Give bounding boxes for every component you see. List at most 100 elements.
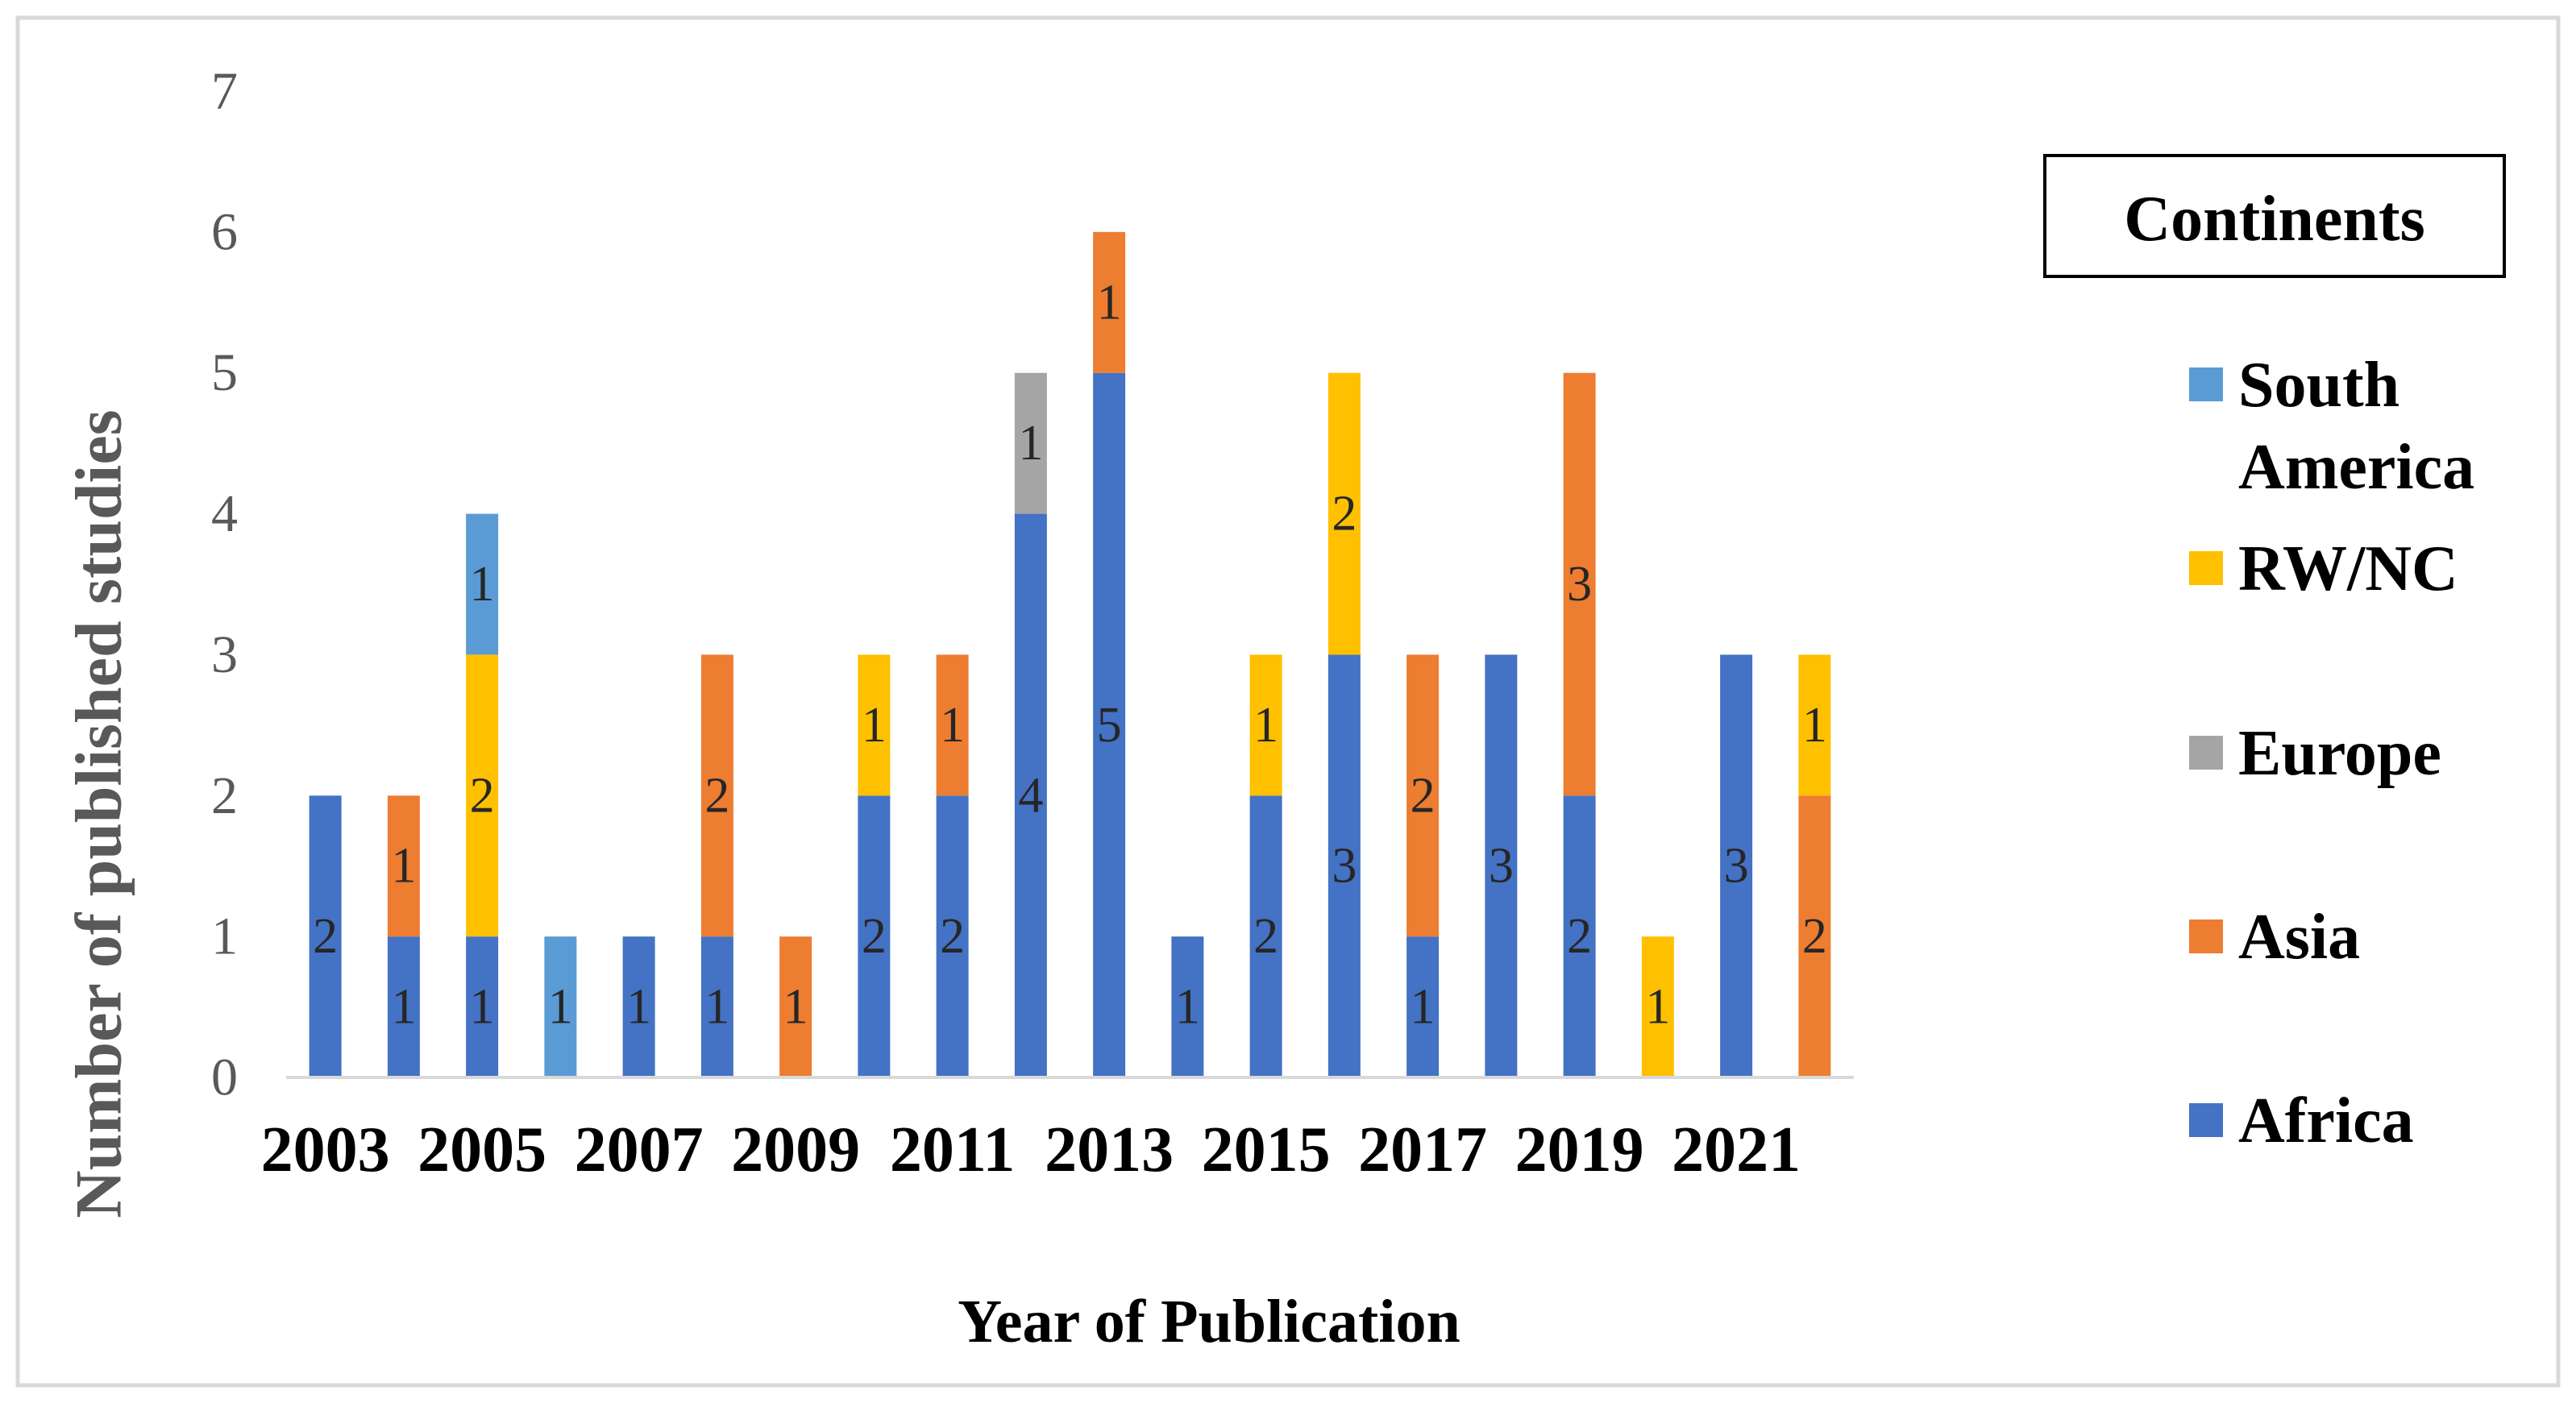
x-tick-label-2017: 2017 (1358, 1115, 1487, 1185)
x-tick-label-2003: 2003 (261, 1115, 390, 1185)
bar-2005-rw-nc (466, 654, 499, 937)
y-tick-label-2: 2 (211, 766, 238, 825)
bar-2013-africa (1093, 372, 1126, 1077)
data-label-2015-africa: 2 (1253, 909, 1278, 964)
x-tick-label-2005: 2005 (418, 1115, 546, 1185)
bar-2019-africa (1563, 795, 1596, 1077)
bar-2019-asia (1563, 372, 1596, 796)
x-tick-label-2021: 2021 (1672, 1115, 1801, 1185)
bar-2016-rw-nc (1327, 372, 1361, 655)
legend-swatch-europe (2189, 736, 2223, 770)
bar-2017-asia (1406, 654, 1440, 937)
data-label-2019-asia: 3 (1567, 557, 1592, 612)
legend-title: Continents (2124, 184, 2424, 255)
data-label-2017-africa: 1 (1411, 980, 1435, 1035)
bar-2009-asia (779, 936, 812, 1077)
legend-label-europe: Europe (2238, 718, 2441, 789)
data-label-2004-asia: 1 (391, 839, 416, 894)
y-tick-label-0: 0 (211, 1048, 238, 1107)
bar-2016-africa (1327, 654, 1361, 1077)
bar-2020-rw-nc (1641, 936, 1674, 1077)
data-label-2011-africa: 2 (940, 909, 965, 964)
x-tick-label-2015: 2015 (1202, 1115, 1331, 1185)
legend-label-africa: Africa (2238, 1085, 2414, 1156)
data-label-2010-rw-nc: 1 (862, 698, 887, 753)
bar-2013-asia (1093, 231, 1126, 373)
data-label-2005-south-america: 1 (470, 557, 495, 612)
data-label-2022-asia: 2 (1802, 909, 1827, 964)
data-label-2011-asia: 1 (940, 698, 965, 753)
bar-2008-asia (700, 654, 733, 937)
bar-2022-rw-nc (1798, 654, 1831, 796)
legend: Continents South America RW/NC Europe Asia Afr… (2043, 154, 2506, 1156)
data-label-2013-asia: 1 (1097, 275, 1122, 330)
data-label-2009-asia: 1 (783, 980, 808, 1035)
x-tick-label-2009: 2009 (731, 1115, 860, 1185)
data-label-2003-africa: 2 (313, 909, 338, 964)
data-label-2004-africa: 1 (391, 980, 416, 1035)
bar-2011-asia (936, 654, 969, 796)
bar-2010-rw-nc (858, 654, 891, 796)
data-label-2022-rw-nc: 1 (1802, 698, 1827, 753)
data-label-2021-africa: 3 (1724, 839, 1749, 894)
plot-area (309, 231, 1831, 1077)
x-tick-label-2019: 2019 (1515, 1115, 1644, 1185)
y-tick-label-6: 6 (211, 202, 238, 261)
y-tick-label-4: 4 (211, 484, 238, 543)
legend-label-asia: Asia (2238, 902, 2360, 973)
bar-2005-africa (466, 936, 499, 1077)
legend-title-box (2043, 154, 2506, 278)
data-label-2016-africa: 3 (1332, 839, 1357, 894)
bar-2022-asia (1798, 795, 1831, 1077)
legend-label-rw-nc: RW/NC (2238, 533, 2458, 604)
data-label-2012-europe: 1 (1018, 416, 1043, 471)
x-tick-label-2011: 2011 (890, 1115, 1016, 1185)
legend-swatch-rw-nc (2189, 551, 2223, 585)
data-label-2018-africa: 3 (1489, 839, 1514, 894)
bar-2011-africa (936, 795, 969, 1077)
bar-2015-rw-nc (1249, 654, 1282, 796)
data-label-2008-africa: 1 (704, 980, 729, 1035)
bar-2004-africa (387, 936, 420, 1077)
data-label-2020-rw-nc: 1 (1645, 980, 1670, 1035)
y-axis-title: Number of published studies (62, 409, 135, 1218)
data-label-2010-africa: 2 (862, 909, 887, 964)
data-label-2015-rw-nc: 1 (1253, 698, 1278, 753)
bar-2014-africa (1171, 936, 1204, 1077)
bar-2015-africa (1249, 795, 1282, 1077)
bar-2003-africa (309, 795, 342, 1077)
bar-2012-europe (1014, 372, 1047, 514)
x-tick-label-2013: 2013 (1045, 1115, 1174, 1185)
x-axis-title: Year of Publication (958, 1288, 1460, 1355)
data-label-2007-africa: 1 (626, 980, 651, 1035)
y-tick-label-1: 1 (211, 907, 238, 966)
data-label-2014-africa: 1 (1175, 980, 1200, 1035)
y-tick-label-3: 3 (211, 625, 238, 684)
bar-2021-africa (1720, 654, 1753, 1077)
data-label-2012-africa: 4 (1018, 768, 1043, 823)
bar-2018-africa (1485, 654, 1518, 1077)
bar-2004-asia (387, 795, 420, 937)
data-label-2008-asia: 2 (704, 768, 729, 823)
data-label-2019-africa: 2 (1567, 909, 1592, 964)
x-tick-label-2007: 2007 (575, 1115, 704, 1185)
data-label-2016-rw-nc: 2 (1332, 487, 1357, 542)
bar-2010-africa (858, 795, 891, 1077)
data-label-2005-rw-nc: 2 (470, 768, 495, 823)
legend-swatch-south-america (2189, 367, 2223, 401)
bar-2008-africa (700, 936, 733, 1077)
data-label-2005-africa: 1 (470, 980, 495, 1035)
y-tick-label-7: 7 (211, 62, 238, 121)
data-label-2017-asia: 2 (1411, 768, 1435, 823)
bar-2017-africa (1406, 936, 1440, 1077)
bar-2006-south-america (544, 936, 577, 1077)
bar-2007-africa (622, 936, 655, 1077)
legend-swatch-africa (2189, 1103, 2223, 1137)
data-label-2006-south-america: 1 (548, 980, 573, 1035)
legend-label-south-america: South America (2238, 350, 2474, 503)
data-label-2013-africa: 5 (1097, 698, 1122, 753)
